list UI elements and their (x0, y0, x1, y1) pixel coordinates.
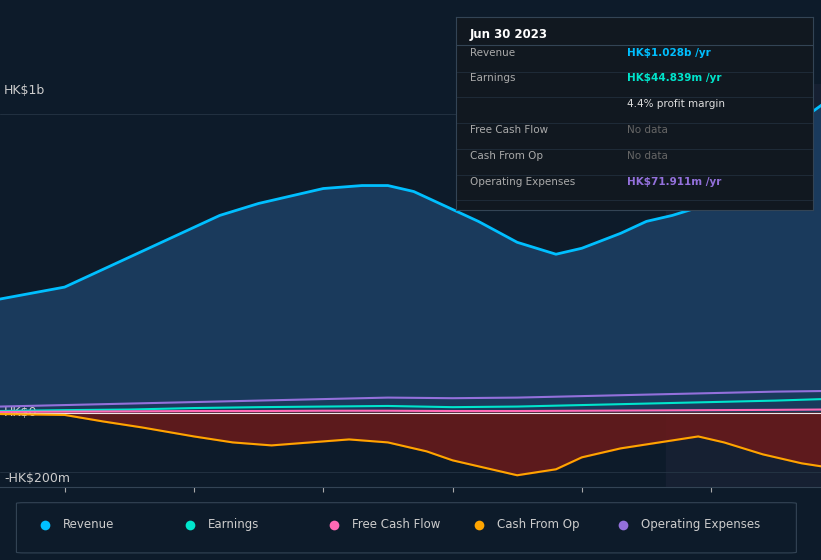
Text: No data: No data (627, 151, 668, 161)
Text: -HK$200m: -HK$200m (4, 472, 70, 485)
Text: Jun 30 2023: Jun 30 2023 (470, 29, 548, 41)
Text: HK$1.028b /yr: HK$1.028b /yr (627, 48, 711, 58)
Text: Earnings: Earnings (208, 518, 259, 531)
Text: Earnings: Earnings (470, 73, 516, 83)
Text: No data: No data (627, 125, 668, 135)
Text: HK$1b: HK$1b (4, 84, 45, 97)
Text: HK$44.839m /yr: HK$44.839m /yr (627, 73, 722, 83)
Bar (666, 84, 821, 487)
Text: Free Cash Flow: Free Cash Flow (352, 518, 441, 531)
Text: Revenue: Revenue (63, 518, 115, 531)
Text: Free Cash Flow: Free Cash Flow (470, 125, 548, 135)
Text: Cash From Op: Cash From Op (497, 518, 579, 531)
Text: HK$0: HK$0 (4, 406, 38, 419)
Text: Operating Expenses: Operating Expenses (470, 176, 576, 186)
Text: HK$71.911m /yr: HK$71.911m /yr (627, 176, 722, 186)
Text: Operating Expenses: Operating Expenses (641, 518, 760, 531)
Text: Revenue: Revenue (470, 48, 515, 58)
Text: 4.4% profit margin: 4.4% profit margin (627, 99, 725, 109)
Text: Cash From Op: Cash From Op (470, 151, 543, 161)
